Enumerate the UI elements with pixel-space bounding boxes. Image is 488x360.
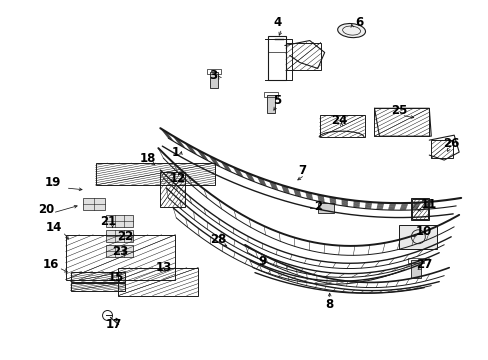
Text: 20: 20 [38, 203, 54, 216]
Text: 7: 7 [298, 163, 306, 176]
Bar [105, 245, 133, 257]
Text: 25: 25 [390, 104, 407, 117]
Bar [410, 198, 428, 220]
Bar [105, 230, 133, 242]
Bar [266, 95, 274, 113]
Text: 23: 23 [112, 245, 128, 258]
Text: 9: 9 [258, 255, 266, 268]
Text: 1: 1 [171, 145, 179, 159]
Bar [319, 115, 364, 137]
Ellipse shape [337, 23, 365, 38]
Bar [285, 42, 320, 71]
Bar [407, 258, 424, 263]
Bar [207, 69, 221, 75]
Bar [71, 283, 125, 291]
Text: 21: 21 [100, 215, 117, 228]
Text: 4: 4 [273, 16, 282, 29]
Text: 28: 28 [209, 233, 226, 246]
Text: 26: 26 [442, 137, 458, 150]
Text: 10: 10 [415, 225, 431, 238]
Text: 24: 24 [331, 114, 347, 127]
Text: 19: 19 [44, 176, 61, 189]
Bar [82, 198, 104, 210]
Text: 11: 11 [420, 198, 436, 211]
Text: 22: 22 [117, 230, 133, 243]
Bar [95, 163, 215, 185]
Bar [267, 36, 285, 80]
Text: 14: 14 [45, 221, 62, 234]
Bar [71, 272, 125, 282]
Bar [105, 215, 133, 227]
Text: 13: 13 [155, 261, 171, 274]
Text: 15: 15 [107, 271, 123, 284]
Text: 6: 6 [355, 16, 363, 29]
Text: 8: 8 [325, 298, 333, 311]
Text: 3: 3 [209, 69, 217, 82]
Text: 17: 17 [105, 318, 122, 331]
Bar [264, 92, 277, 97]
Bar [410, 260, 421, 278]
Bar [411, 199, 427, 219]
Text: 12: 12 [170, 171, 186, 185]
Text: 5: 5 [272, 94, 281, 107]
Bar [160, 172, 185, 207]
Text: 18: 18 [140, 152, 156, 165]
Bar [317, 203, 333, 213]
Bar [399, 225, 436, 249]
Text: 16: 16 [42, 258, 59, 271]
Bar [118, 268, 198, 296]
Bar [65, 235, 175, 280]
Bar [374, 108, 428, 136]
Bar [210, 72, 218, 88]
Text: 27: 27 [415, 258, 431, 271]
Bar [430, 140, 452, 158]
Text: 2: 2 [313, 201, 321, 213]
